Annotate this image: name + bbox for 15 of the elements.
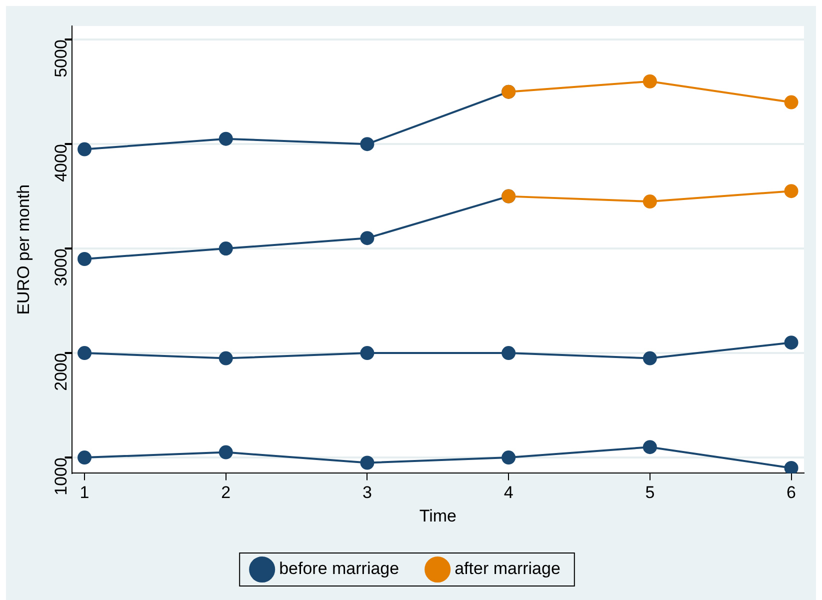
x-tick-label: 3 xyxy=(362,483,372,502)
x-tick-label: 2 xyxy=(221,483,231,502)
y-tick-label: 4000 xyxy=(51,144,70,182)
x-axis-title: Time xyxy=(419,506,456,526)
y-tick-label: 5000 xyxy=(51,40,70,78)
y-tick-label: 2000 xyxy=(51,353,70,391)
x-tick-label: 4 xyxy=(504,483,514,502)
legend-label: before marriage xyxy=(279,559,400,578)
x-tick-label: 6 xyxy=(786,483,796,502)
x-tick-label: 1 xyxy=(80,483,90,502)
x-tick-label: 5 xyxy=(645,483,655,502)
legend-label: after marriage xyxy=(454,559,560,578)
y-axis-title: EURO per month xyxy=(14,184,33,315)
y-tick-label: 1000 xyxy=(51,458,70,496)
y-tick-label: 3000 xyxy=(51,248,70,286)
